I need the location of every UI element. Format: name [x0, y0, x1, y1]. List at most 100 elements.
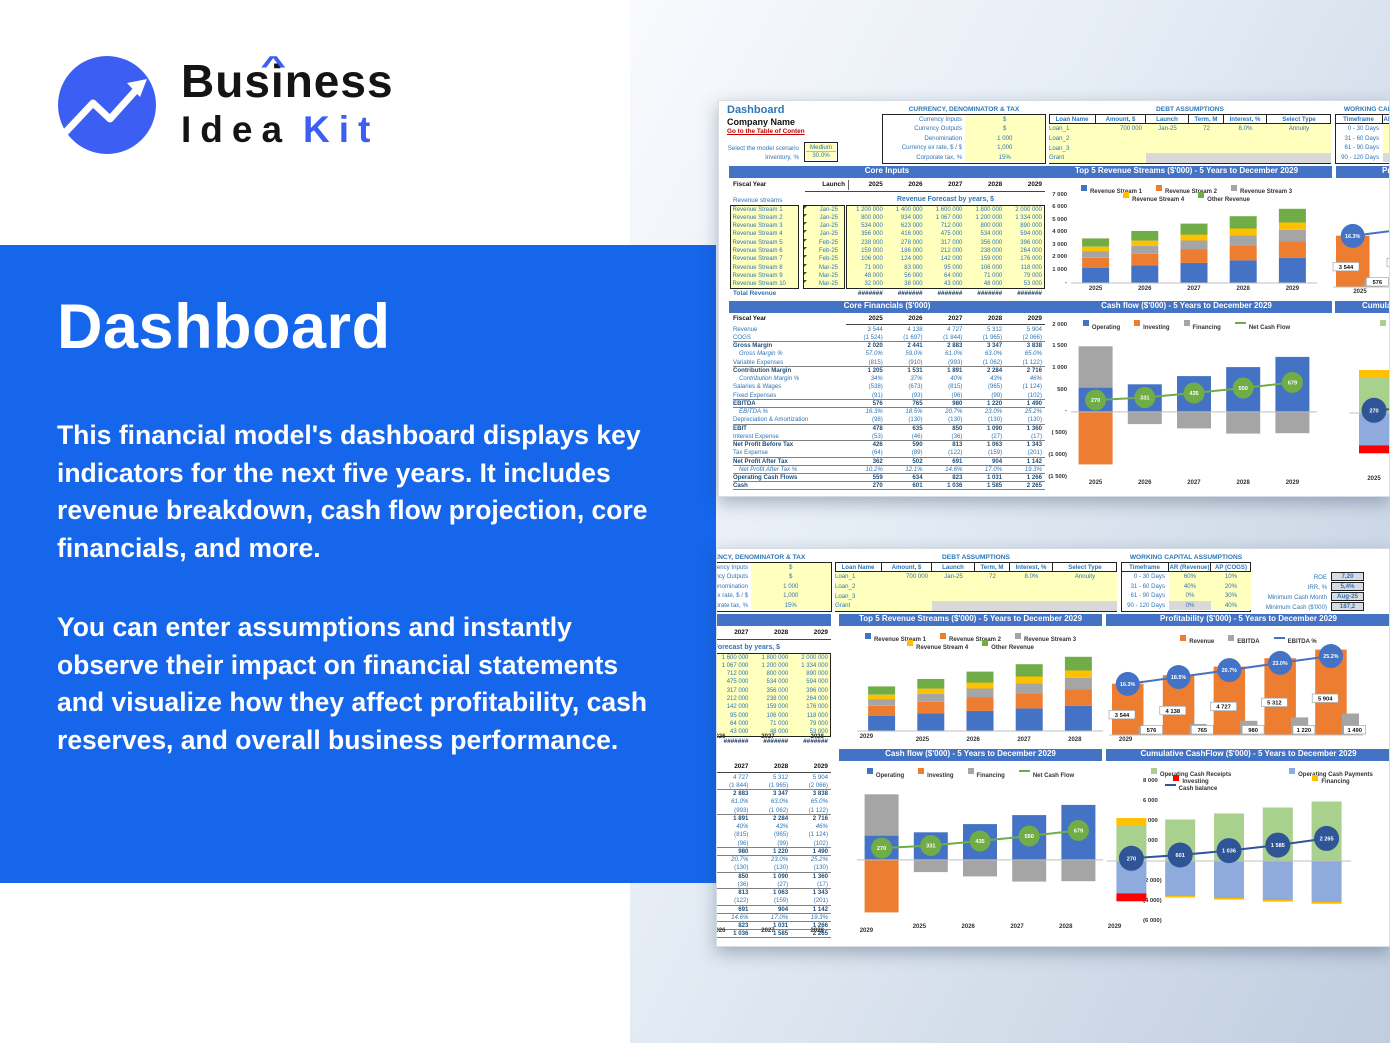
currency-row-value[interactable]: 15%: [965, 152, 1045, 163]
stream-value[interactable]: 317 000: [940, 239, 963, 246]
stream-value[interactable]: 56 000: [904, 272, 923, 279]
scenario-select[interactable]: Medium: [805, 143, 837, 152]
debt-cell[interactable]: [1010, 591, 1053, 602]
debt-cell[interactable]: [1096, 133, 1146, 144]
debt-cell[interactable]: [882, 601, 932, 612]
debt-cell[interactable]: Loan_3: [1049, 143, 1096, 154]
table-of-contents-link[interactable]: Go to the Table of Conten: [727, 127, 805, 135]
wc-ar-cell[interactable]: 40%: [1169, 581, 1211, 592]
stream-launch-date[interactable]: Mar-25: [804, 280, 844, 288]
stream-name[interactable]: Revenue Stream 5: [732, 239, 783, 246]
stream-value[interactable]: 317 000: [726, 687, 749, 694]
wc-ap-cell[interactable]: 10%: [1211, 572, 1251, 582]
wc-ar-cell[interactable]: 0%: [1383, 143, 1389, 153]
stream-launch-date[interactable]: Mar-25: [804, 271, 844, 280]
stream-name[interactable]: Revenue Stream 10: [732, 281, 786, 288]
stream-value[interactable]: 79 000: [809, 720, 828, 727]
stream-value[interactable]: 356 000: [766, 687, 789, 694]
debt-cell[interactable]: Loan_3: [835, 591, 882, 602]
stream-name[interactable]: Revenue Stream 9: [732, 272, 783, 279]
stream-name[interactable]: Revenue Stream 4: [732, 231, 783, 238]
debt-cell[interactable]: 72: [975, 572, 1010, 582]
stream-value[interactable]: 176 000: [1020, 256, 1042, 263]
stream-value[interactable]: 159 000: [766, 704, 789, 711]
stream-value[interactable]: 106 000: [766, 712, 789, 719]
debt-cell[interactable]: [1010, 581, 1053, 592]
debt-cell[interactable]: [1267, 133, 1331, 144]
wc-ar-cell[interactable]: 40%: [1383, 133, 1389, 144]
stream-value[interactable]: 118 000: [1020, 264, 1042, 271]
stream-value[interactable]: 159 000: [980, 256, 1003, 263]
stream-value[interactable]: 1 400 000: [895, 206, 923, 213]
debt-cell[interactable]: [882, 591, 932, 602]
stream-launch-date[interactable]: Feb-25: [804, 255, 844, 263]
debt-cell[interactable]: Loan_1: [835, 572, 882, 582]
stream-value[interactable]: 396 000: [1020, 239, 1042, 246]
stream-value[interactable]: 2 000 000: [1015, 206, 1042, 213]
stream-value[interactable]: 475 000: [940, 231, 963, 238]
stream-value[interactable]: 594 000: [1020, 231, 1042, 238]
stream-value[interactable]: 416 000: [900, 231, 923, 238]
stream-value[interactable]: 159 000: [861, 248, 883, 254]
stream-value[interactable]: 124 000: [900, 256, 923, 263]
stream-value[interactable]: 53 000: [809, 729, 828, 736]
debt-cell[interactable]: [975, 591, 1010, 602]
stream-name[interactable]: Revenue Stream 8: [732, 264, 783, 271]
wc-ar-cell[interactable]: 0%: [1383, 152, 1389, 163]
debt-cell[interactable]: [975, 581, 1010, 592]
stream-value[interactable]: 1 334 000: [1015, 214, 1042, 221]
stream-value[interactable]: 142 000: [726, 704, 749, 711]
stream-launch-date[interactable]: Jan-25: [804, 205, 844, 214]
stream-launch-date[interactable]: Jan-25: [804, 222, 844, 230]
stream-name[interactable]: Revenue Stream 1: [732, 206, 783, 213]
debt-cell[interactable]: Grant: [835, 601, 882, 612]
stream-value[interactable]: 264 000: [806, 696, 828, 702]
stream-value[interactable]: 79 000: [1023, 272, 1042, 279]
stream-value[interactable]: 64 000: [730, 720, 749, 727]
stream-value[interactable]: 48 000: [983, 281, 1003, 288]
stream-value[interactable]: 1 200 000: [856, 206, 883, 213]
stream-name[interactable]: Revenue Stream 7: [732, 256, 783, 263]
debt-cell[interactable]: [1146, 143, 1189, 154]
debt-cell[interactable]: [1053, 581, 1117, 592]
stream-value[interactable]: 48 000: [864, 272, 883, 279]
stream-value[interactable]: 534 000: [980, 231, 1003, 238]
stream-value[interactable]: 83 000: [904, 264, 923, 271]
stream-value[interactable]: 95 000: [944, 264, 963, 271]
wc-ap-cell[interactable]: 40%: [1211, 600, 1251, 611]
stream-value[interactable]: 1 200 000: [761, 662, 789, 669]
debt-cell[interactable]: [1224, 143, 1267, 154]
wc-ap-cell[interactable]: 20%: [1211, 581, 1251, 592]
stream-value[interactable]: 2 000 000: [801, 654, 828, 661]
stream-value[interactable]: 934 000: [900, 214, 923, 221]
stream-launch-date[interactable]: Jan-25: [804, 213, 844, 222]
stream-value[interactable]: 800 000: [980, 223, 1003, 230]
stream-value[interactable]: 1 800 000: [761, 654, 789, 661]
wc-ar-cell[interactable]: 60%: [1383, 124, 1389, 134]
debt-cell[interactable]: [1189, 133, 1224, 144]
stream-value[interactable]: 43 000: [730, 729, 749, 736]
wc-ar-cell[interactable]: 0%: [1169, 600, 1211, 611]
stream-value[interactable]: 71 000: [983, 272, 1003, 279]
stream-name[interactable]: Revenue Stream 6: [732, 248, 783, 254]
stream-value[interactable]: 71 000: [769, 720, 789, 727]
wc-ap-cell[interactable]: 30%: [1211, 591, 1251, 601]
stream-value[interactable]: 396 000: [806, 687, 828, 694]
stream-value[interactable]: 71 000: [864, 264, 883, 271]
stream-value[interactable]: 212 000: [726, 696, 749, 702]
stream-value[interactable]: 475 000: [726, 679, 749, 686]
stream-value[interactable]: 800 000: [766, 671, 789, 678]
debt-cell[interactable]: [1146, 133, 1189, 144]
debt-cell[interactable]: [1053, 591, 1117, 602]
currency-row-value[interactable]: $: [751, 572, 831, 582]
stream-value[interactable]: 1 334 000: [801, 662, 828, 669]
wc-ar-cell[interactable]: 60%: [1169, 572, 1211, 582]
currency-row-value[interactable]: 1,000: [751, 591, 831, 601]
stream-value[interactable]: 43 000: [944, 281, 963, 288]
debt-cell[interactable]: [1096, 143, 1146, 154]
currency-row-value[interactable]: 1,000: [965, 143, 1045, 153]
stream-value[interactable]: 1 600 000: [721, 654, 749, 661]
stream-value[interactable]: 623 000: [900, 223, 923, 230]
stream-value[interactable]: 106 000: [980, 264, 1003, 271]
stream-value[interactable]: 1 200 000: [975, 214, 1003, 221]
